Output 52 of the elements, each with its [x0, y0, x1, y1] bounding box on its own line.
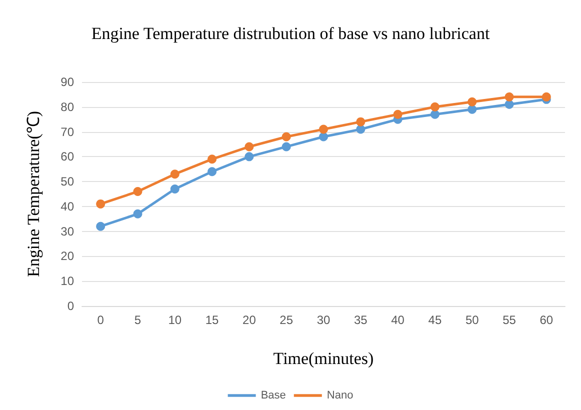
- y-tick-label: 30: [60, 224, 74, 238]
- point: [208, 167, 217, 176]
- y-tick-label: 90: [60, 75, 74, 89]
- point: [96, 222, 106, 231]
- y-tick-label: 40: [60, 199, 74, 214]
- x-tick-label: 40: [391, 313, 405, 327]
- point: [504, 100, 514, 109]
- point: [244, 152, 254, 162]
- point: [393, 110, 402, 119]
- point: [244, 142, 254, 152]
- y-tick-label: 80: [60, 100, 74, 114]
- x-tick-label: 15: [205, 313, 220, 327]
- x-tick-label: 20: [242, 313, 256, 327]
- point: [133, 187, 142, 196]
- x-tick-label: 50: [465, 313, 480, 327]
- x-tick-label: 35: [354, 313, 368, 327]
- point: [208, 154, 217, 164]
- chart-title: Engine Temperature distrubution of base vs nano lubricant: [91, 24, 490, 43]
- point: [319, 124, 328, 134]
- point: [468, 104, 477, 114]
- point: [504, 92, 514, 102]
- legend-label: Nano: [326, 390, 354, 402]
- point: [319, 132, 328, 142]
- y-tick-label: 20: [60, 249, 74, 264]
- point: [170, 170, 180, 179]
- point: [170, 184, 180, 194]
- point: [282, 132, 291, 142]
- x-tick-label: 45: [428, 313, 442, 327]
- point: [430, 110, 440, 119]
- point: [542, 92, 551, 102]
- y-axis-title: Engine Temperature(℃): [24, 110, 43, 278]
- y-tick-label: 50: [60, 174, 74, 189]
- point: [96, 199, 106, 208]
- point: [356, 117, 366, 126]
- x-tick-label: 0: [97, 313, 104, 327]
- point: [430, 102, 440, 112]
- point: [133, 209, 142, 218]
- y-tick-label: 10: [60, 274, 74, 288]
- x-tick-label: 5: [134, 313, 142, 327]
- y-tick-label: 70: [60, 124, 74, 139]
- point: [282, 142, 291, 152]
- x-tick-label: 25: [280, 313, 294, 327]
- point: [468, 97, 477, 106]
- x-axis-title: Time(minutes): [273, 349, 374, 368]
- point: [356, 124, 366, 134]
- legend-label: Base: [260, 390, 286, 402]
- x-tick-label: 55: [502, 313, 516, 327]
- y-tick-label: 60: [60, 150, 74, 164]
- x-tick-label: 30: [316, 313, 330, 327]
- x-tick-label: 60: [540, 313, 554, 327]
- x-tick-label: 10: [168, 313, 182, 327]
- y-tick-label: 0: [67, 299, 74, 313]
